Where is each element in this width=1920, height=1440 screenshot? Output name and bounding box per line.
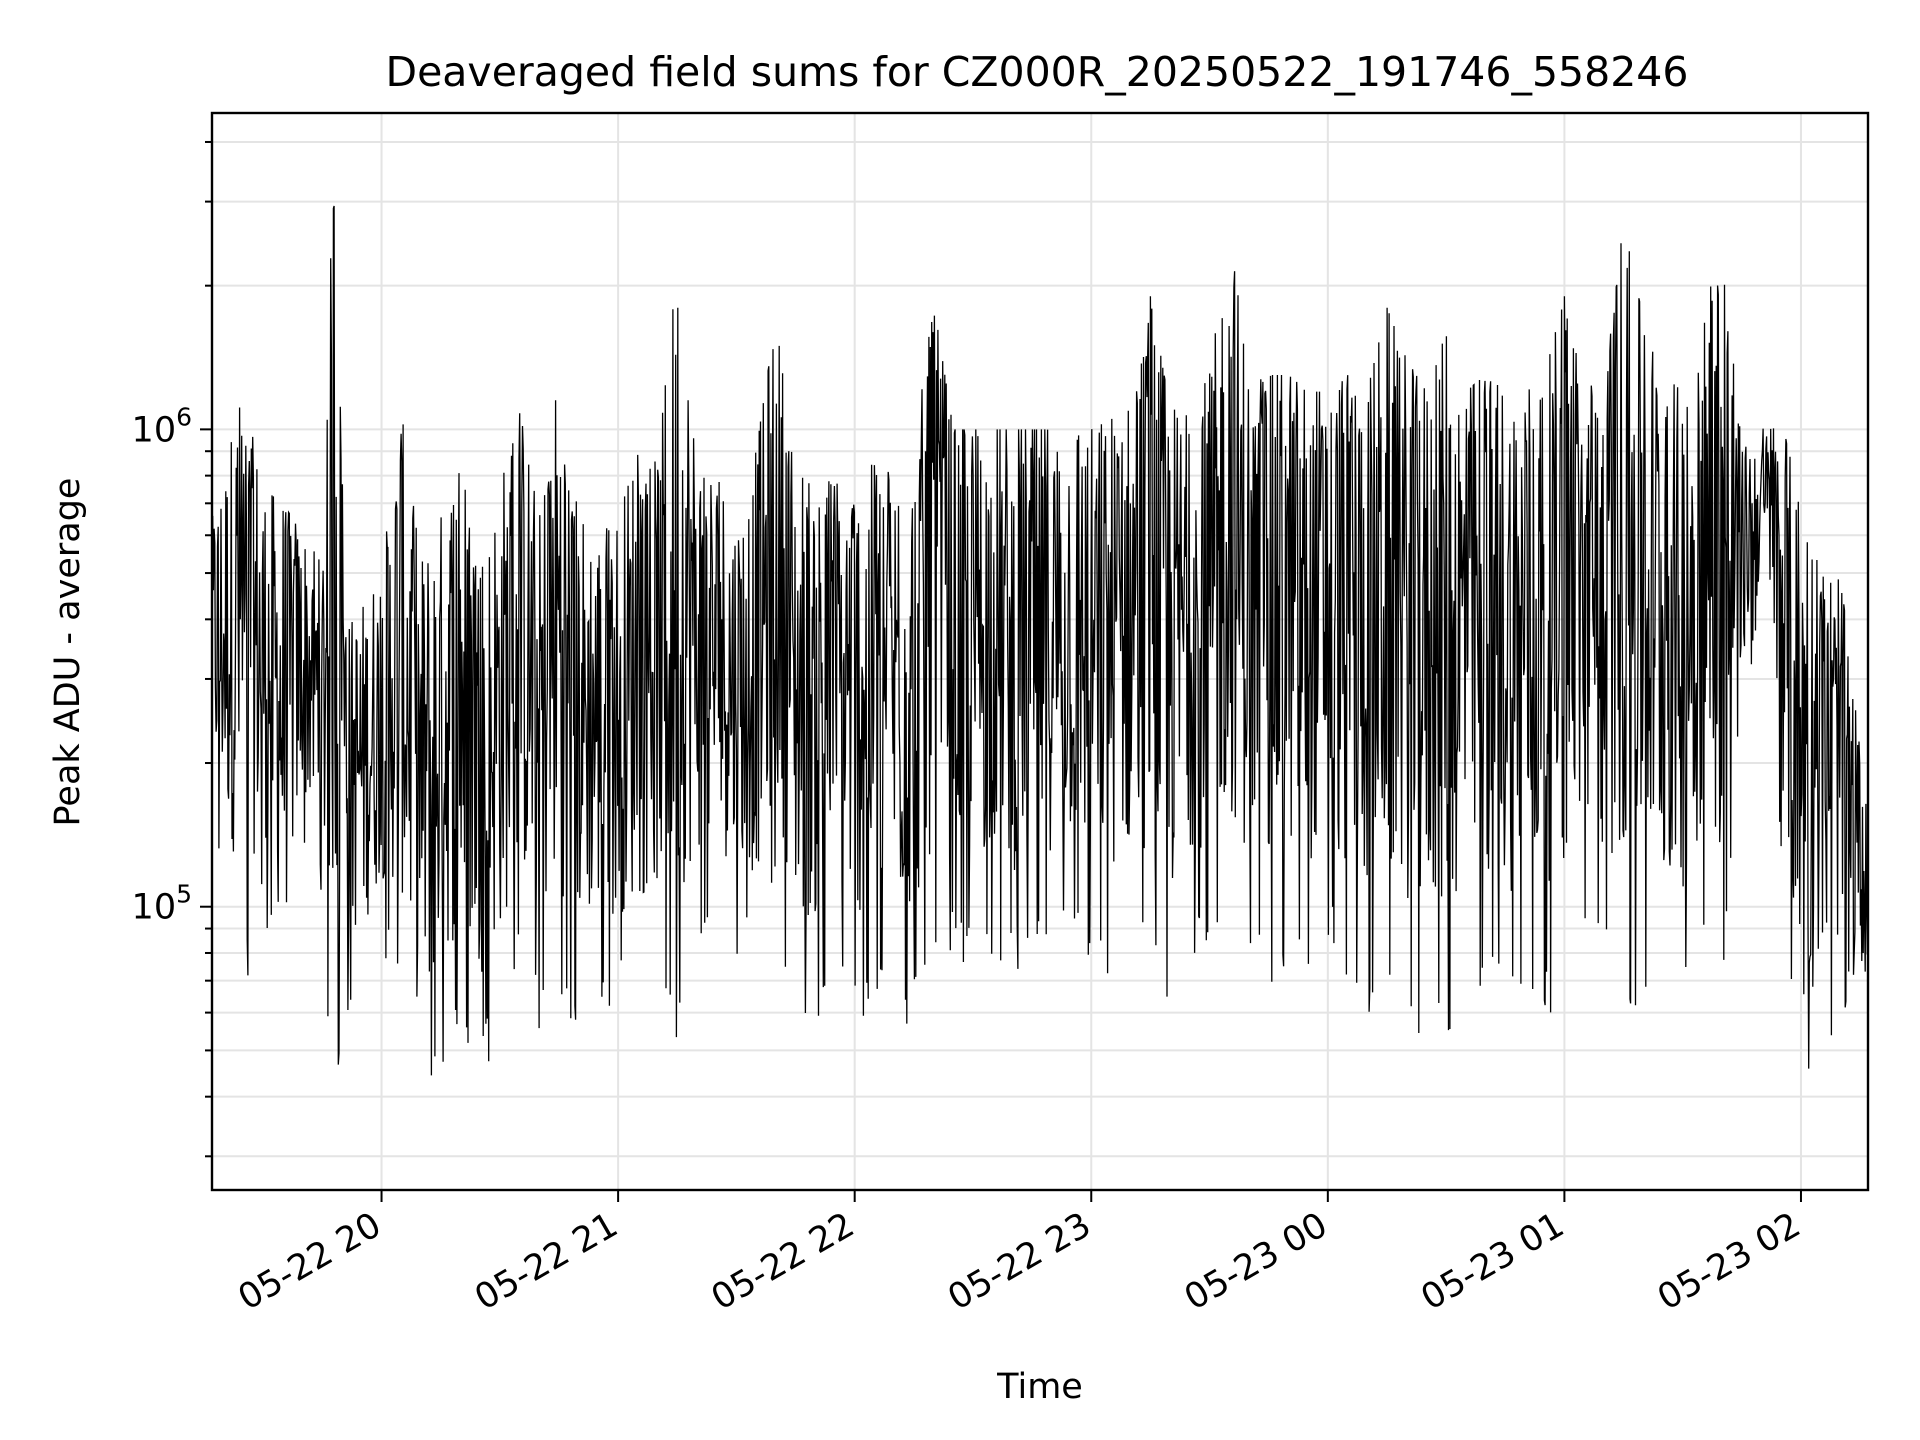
plot-frame	[210, 111, 1870, 1192]
x-tick-label: 05-23 02	[1651, 1205, 1807, 1318]
y-tick-label: 106	[132, 402, 192, 450]
x-tick-label: 05-23 01	[1415, 1205, 1571, 1318]
y-tick-label: 105	[132, 880, 192, 928]
x-tick-label: 05-22 22	[705, 1205, 861, 1318]
series-line	[211, 205, 1869, 1076]
x-tick-label: 05-22 20	[232, 1205, 388, 1318]
y-axis: 105 106	[132, 140, 212, 1158]
x-axis-label: Time	[996, 1367, 1083, 1407]
x-tick-label: 05-22 21	[468, 1205, 624, 1318]
x-tick-label: 05-23 00	[1178, 1205, 1334, 1318]
series-layer	[211, 205, 1869, 1076]
chart-title: Deaveraged field sums for CZ000R_2025052…	[386, 48, 1689, 96]
x-axis: 05-22 20 05-22 21 05-22 22 05-22 23 05-23 00…	[232, 1190, 1807, 1318]
x-tick-label: 05-22 23	[941, 1205, 1097, 1318]
y-axis-label: Peak ADU - average	[48, 478, 88, 827]
